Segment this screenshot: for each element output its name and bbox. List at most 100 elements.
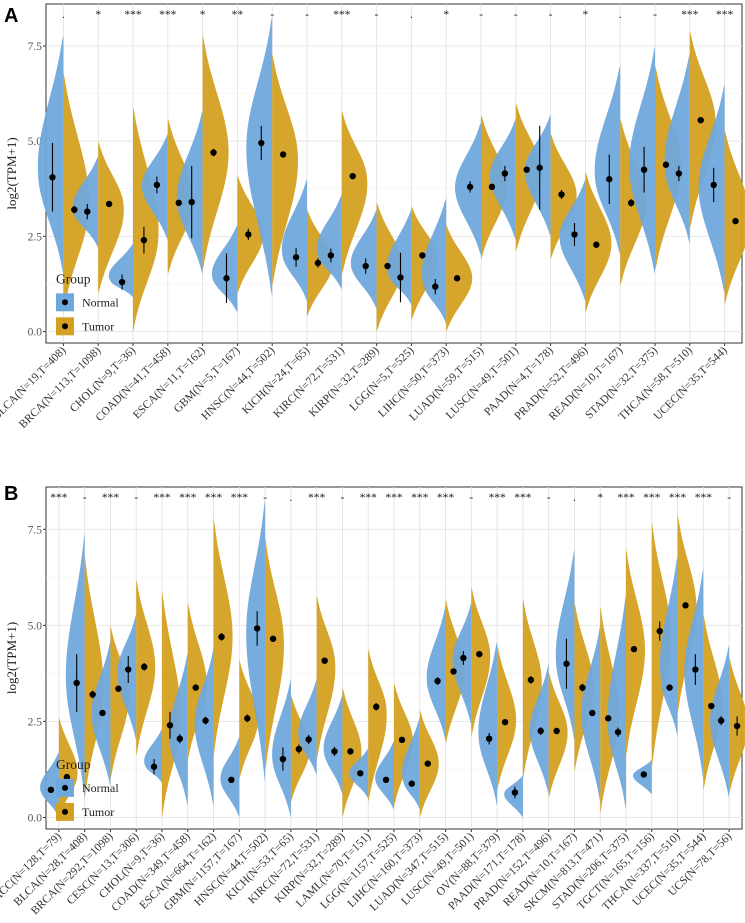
tumor-mean-point [141, 663, 148, 671]
y-axis-title: log2(TPM+1) [4, 137, 19, 209]
significance-label: * [443, 9, 449, 21]
tumor-mean-point [279, 151, 287, 158]
violin-tumor [187, 602, 207, 760]
normal-mean-point [357, 770, 364, 777]
tumor-mean-point [244, 715, 251, 722]
normal-mean-point [408, 780, 415, 787]
violin-normal [402, 717, 420, 810]
violin-normal [246, 498, 266, 783]
normal-mean-point [253, 625, 261, 632]
tumor-mean-point [697, 116, 704, 124]
y-tick-label: 0.0 [28, 327, 43, 339]
tumor-mean-point [682, 602, 689, 609]
normal-mean-point [331, 748, 338, 755]
significance-label: . [62, 9, 65, 21]
violin-normal [37, 34, 64, 275]
x-tick-labels: BLCA(N=19,T=408)BRCA(N=113,T=1098)CHOL(N… [0, 343, 730, 431]
tumor-mean-point [175, 199, 182, 207]
violin-normal [607, 594, 626, 810]
normal-mean-point [432, 283, 439, 290]
violin-tumor [626, 548, 645, 756]
significance-label: * [597, 492, 603, 504]
violin-tumor [548, 671, 568, 799]
normal-mean-point [47, 786, 55, 794]
violin-normal [659, 556, 678, 737]
tumor-mean-point [373, 703, 380, 711]
tumor-mean-point [115, 685, 122, 692]
significance-label: - [305, 9, 309, 21]
normal-mean-point [466, 183, 474, 191]
normal-mean-point [710, 181, 717, 189]
legend-title: Group [56, 757, 91, 772]
tumor-mean-point [627, 199, 635, 207]
tumor-mean-point [733, 722, 741, 730]
tumor-mean-point [218, 633, 225, 641]
tumor-mean-point [321, 657, 328, 664]
violin-tumor [689, 30, 716, 229]
significance-label: *** [617, 492, 635, 504]
significance-label: - [375, 9, 379, 21]
violin-tumor [497, 644, 517, 791]
legend-label: Tumor [82, 805, 114, 819]
normal-mean-point [118, 278, 126, 286]
normal-mean-point [666, 684, 673, 691]
significance-label: *** [159, 9, 177, 21]
significance-label: *** [124, 9, 142, 21]
violin-normal [684, 567, 704, 780]
significance-marks: . * *** *** * ** - - *** -. * - - - *. - *** *** [62, 9, 734, 21]
violin-normal [117, 613, 137, 741]
tumor-mean-point [71, 206, 78, 213]
tumor-mean-point [593, 241, 600, 248]
y-tick-label: 2.5 [28, 716, 43, 728]
tumor-mean-point [630, 645, 638, 653]
panel-letter: A [4, 5, 18, 27]
normal-mean-point [397, 274, 404, 281]
significance-label: - [83, 492, 87, 504]
normal-mean-point [589, 709, 596, 717]
violin-normal [698, 83, 725, 294]
violin-tumor [98, 141, 124, 294]
mean-points [49, 116, 739, 304]
violin-tumor [341, 110, 368, 275]
normal-mean-point [305, 736, 312, 743]
y-tick-label: 5.0 [28, 620, 43, 632]
tumor-mean-point [450, 668, 457, 675]
mean-points [47, 602, 741, 799]
normal-mean-point [511, 789, 519, 796]
violin-tumor [471, 586, 491, 737]
significance-label: *** [205, 492, 223, 504]
legend-label: Normal [82, 295, 119, 309]
violin-normal [316, 194, 342, 290]
y-tick-label: 7.5 [28, 524, 43, 536]
significance-label: - [341, 492, 345, 504]
normal-mean-point [99, 709, 106, 717]
normal-mean-point [501, 170, 509, 177]
significance-label: *** [308, 492, 326, 504]
significance-label: *** [437, 492, 455, 504]
normal-mean-point [258, 139, 265, 147]
normal-mean-point [292, 254, 300, 261]
legend-title: Group [56, 271, 91, 286]
legend-label: Tumor [82, 319, 114, 333]
significance-label: - [549, 9, 553, 21]
violin-normal [478, 640, 498, 806]
normal-mean-point [485, 735, 493, 742]
tumor-mean-point [488, 183, 496, 191]
tumor-mean-point [245, 231, 252, 238]
normal-mean-point [640, 166, 648, 173]
violin-normal [281, 179, 307, 302]
y-tick-label: 5.0 [28, 136, 43, 148]
violin-normal [298, 679, 317, 776]
normal-mean-point [692, 666, 699, 673]
violin-normal [629, 45, 655, 275]
violin-normal [144, 729, 162, 783]
significance-label: *** [716, 9, 734, 21]
violin-tumor [272, 53, 298, 286]
violin-normal [524, 114, 551, 237]
violin-normal [65, 533, 85, 799]
legend: Group Normal Tumor [56, 757, 119, 821]
violin-tumor [394, 682, 413, 806]
tumor-mean-point [553, 727, 560, 735]
significance-label: * [583, 9, 589, 21]
normal-mean-point [537, 727, 544, 735]
